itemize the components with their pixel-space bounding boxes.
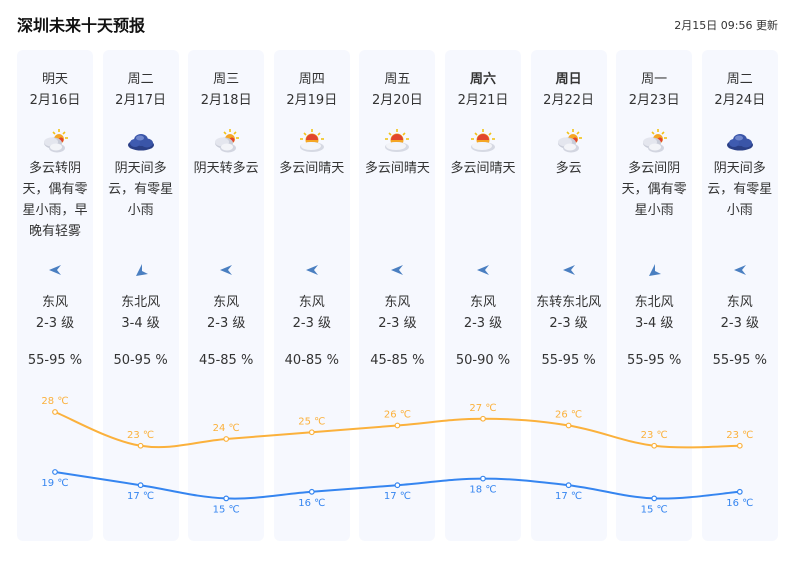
day-of-week: 周日 <box>555 72 582 87</box>
day-date: 2月24日 <box>714 93 766 108</box>
day-column: 周二 2月24日 阴天间多云，有零星小雨 东风 2-3 级 55-95 % <box>701 50 778 541</box>
partly-cloudy-icon <box>554 128 584 154</box>
weather-description: 多云转阴天，偶有零星小雨，早晚有轻雾 <box>22 161 88 239</box>
wind-level: 2-3 级 <box>463 316 503 331</box>
day-date: 2月16日 <box>29 93 81 108</box>
wind-level: 2-3 级 <box>292 316 331 331</box>
day-of-week: 周四 <box>298 72 325 87</box>
page-title: 深圳未来十天预报 <box>17 16 146 35</box>
weather-description: 多云间晴天 <box>364 161 430 176</box>
day-of-week: 周五 <box>384 72 411 87</box>
humidity: 50-95 % <box>113 353 168 368</box>
wind-east-arrow-icon <box>561 263 577 277</box>
weather-description: 多云间阴天，偶有零星小雨 <box>621 161 687 218</box>
day-column: 周四 2月19日 多云间晴天 东风 2-3 级 40-85 % <box>273 50 350 541</box>
weather-description: 多云 <box>555 161 582 176</box>
wind-direction: 东风 <box>469 295 496 310</box>
weather-description: 阴天间多云，有零星小雨 <box>108 161 174 218</box>
wind-level: 3-4 级 <box>121 316 160 331</box>
day-of-week: 明天 <box>41 72 68 87</box>
overcast-cloud-icon <box>725 128 755 154</box>
wind-direction: 东北风 <box>121 295 161 310</box>
wind-direction: 东风 <box>298 295 325 310</box>
humidity: 40-85 % <box>284 353 339 368</box>
wind-northeast-arrow-icon <box>646 263 662 277</box>
day-date: 2月22日 <box>543 93 594 108</box>
wind-east-arrow-icon <box>389 263 405 277</box>
day-column: 周二 2月17日 阴天间多云，有零星小雨 东北风 3-4 级 50-95 % <box>102 50 179 541</box>
weather-description: 多云间晴天 <box>450 161 516 176</box>
day-date: 2月19日 <box>286 93 338 108</box>
wind-direction: 东风 <box>41 295 68 310</box>
day-column: 明天 2月16日 多云转阴天，偶有零星小雨，早晚有轻雾 东风 2-3 级 55-… <box>17 50 93 541</box>
day-column: 周一 2月23日 多云间阴天，偶有零星小雨 东北风 3-4 级 55-95 % <box>616 50 693 541</box>
day-of-week: 周三 <box>213 72 240 87</box>
humidity: 55-95 % <box>541 353 596 368</box>
day-date: 2月21日 <box>457 93 509 108</box>
partly-cloudy-icon <box>40 128 70 154</box>
forecast-columns: 明天 2月16日 多云转阴天，偶有零星小雨，早晚有轻雾 东风 2-3 级 55-… <box>17 50 779 541</box>
wind-east-arrow-icon <box>475 263 491 277</box>
day-of-week: 周一 <box>641 72 668 87</box>
weather-description: 多云间晴天 <box>279 161 345 176</box>
wind-level: 2-3 级 <box>378 316 417 331</box>
day-of-week: 周二 <box>726 72 753 87</box>
day-column: 周三 2月18日 阴天转多云 东风 2-3 级 45-85 % <box>188 50 265 541</box>
weather-description: 阴天转多云 <box>193 161 259 176</box>
wind-east-arrow-icon <box>47 263 63 277</box>
wind-direction: 东北风 <box>634 295 674 310</box>
wind-direction: 东风 <box>726 295 753 310</box>
wind-direction: 东风 <box>213 295 240 310</box>
weather-description: 阴天间多云，有零星小雨 <box>707 161 773 218</box>
day-of-week: 周六 <box>469 72 496 87</box>
wind-direction: 东转东北风 <box>536 295 602 310</box>
wind-level: 2-3 级 <box>207 316 246 331</box>
humidity: 55-95 % <box>627 353 682 368</box>
wind-level: 2-3 级 <box>720 316 759 331</box>
humidity: 55-95 % <box>712 353 767 368</box>
humidity: 45-85 % <box>199 353 254 368</box>
wind-direction: 东风 <box>384 295 411 310</box>
day-column: 周六 2月21日 多云间晴天 东风 2-3 级 50-90 % <box>445 50 521 541</box>
humidity: 50-90 % <box>455 353 511 368</box>
wind-level: 3-4 级 <box>635 316 674 331</box>
wind-east-arrow-icon <box>304 263 320 277</box>
wind-east-arrow-icon <box>218 263 234 277</box>
humidity: 55-95 % <box>27 353 83 368</box>
sun-behind-cloud-icon <box>468 128 498 154</box>
day-date: 2月23日 <box>628 93 680 108</box>
day-of-week: 周二 <box>127 72 154 87</box>
sun-behind-cloud-icon <box>382 128 412 154</box>
day-column: 周日 2月22日 多云 东转东北风 2-3 级 55-95 % <box>530 50 607 541</box>
sun-behind-cloud-icon <box>297 128 327 154</box>
update-timestamp: 2月15日 09:56 更新 <box>674 19 778 32</box>
partly-cloudy-icon <box>211 128 241 154</box>
partly-cloudy-icon <box>639 128 669 154</box>
wind-level: 2-3 级 <box>549 316 588 331</box>
wind-level: 2-3 级 <box>35 316 75 331</box>
day-column: 周五 2月20日 多云间晴天 东风 2-3 级 45-85 % <box>359 50 436 541</box>
day-date: 2月20日 <box>371 93 423 108</box>
day-date: 2月17日 <box>115 93 166 108</box>
wind-northeast-arrow-icon <box>133 263 149 277</box>
wind-east-arrow-icon <box>732 263 748 277</box>
day-date: 2月18日 <box>200 93 252 108</box>
overcast-cloud-icon <box>126 128 156 154</box>
humidity: 45-85 % <box>370 353 425 368</box>
